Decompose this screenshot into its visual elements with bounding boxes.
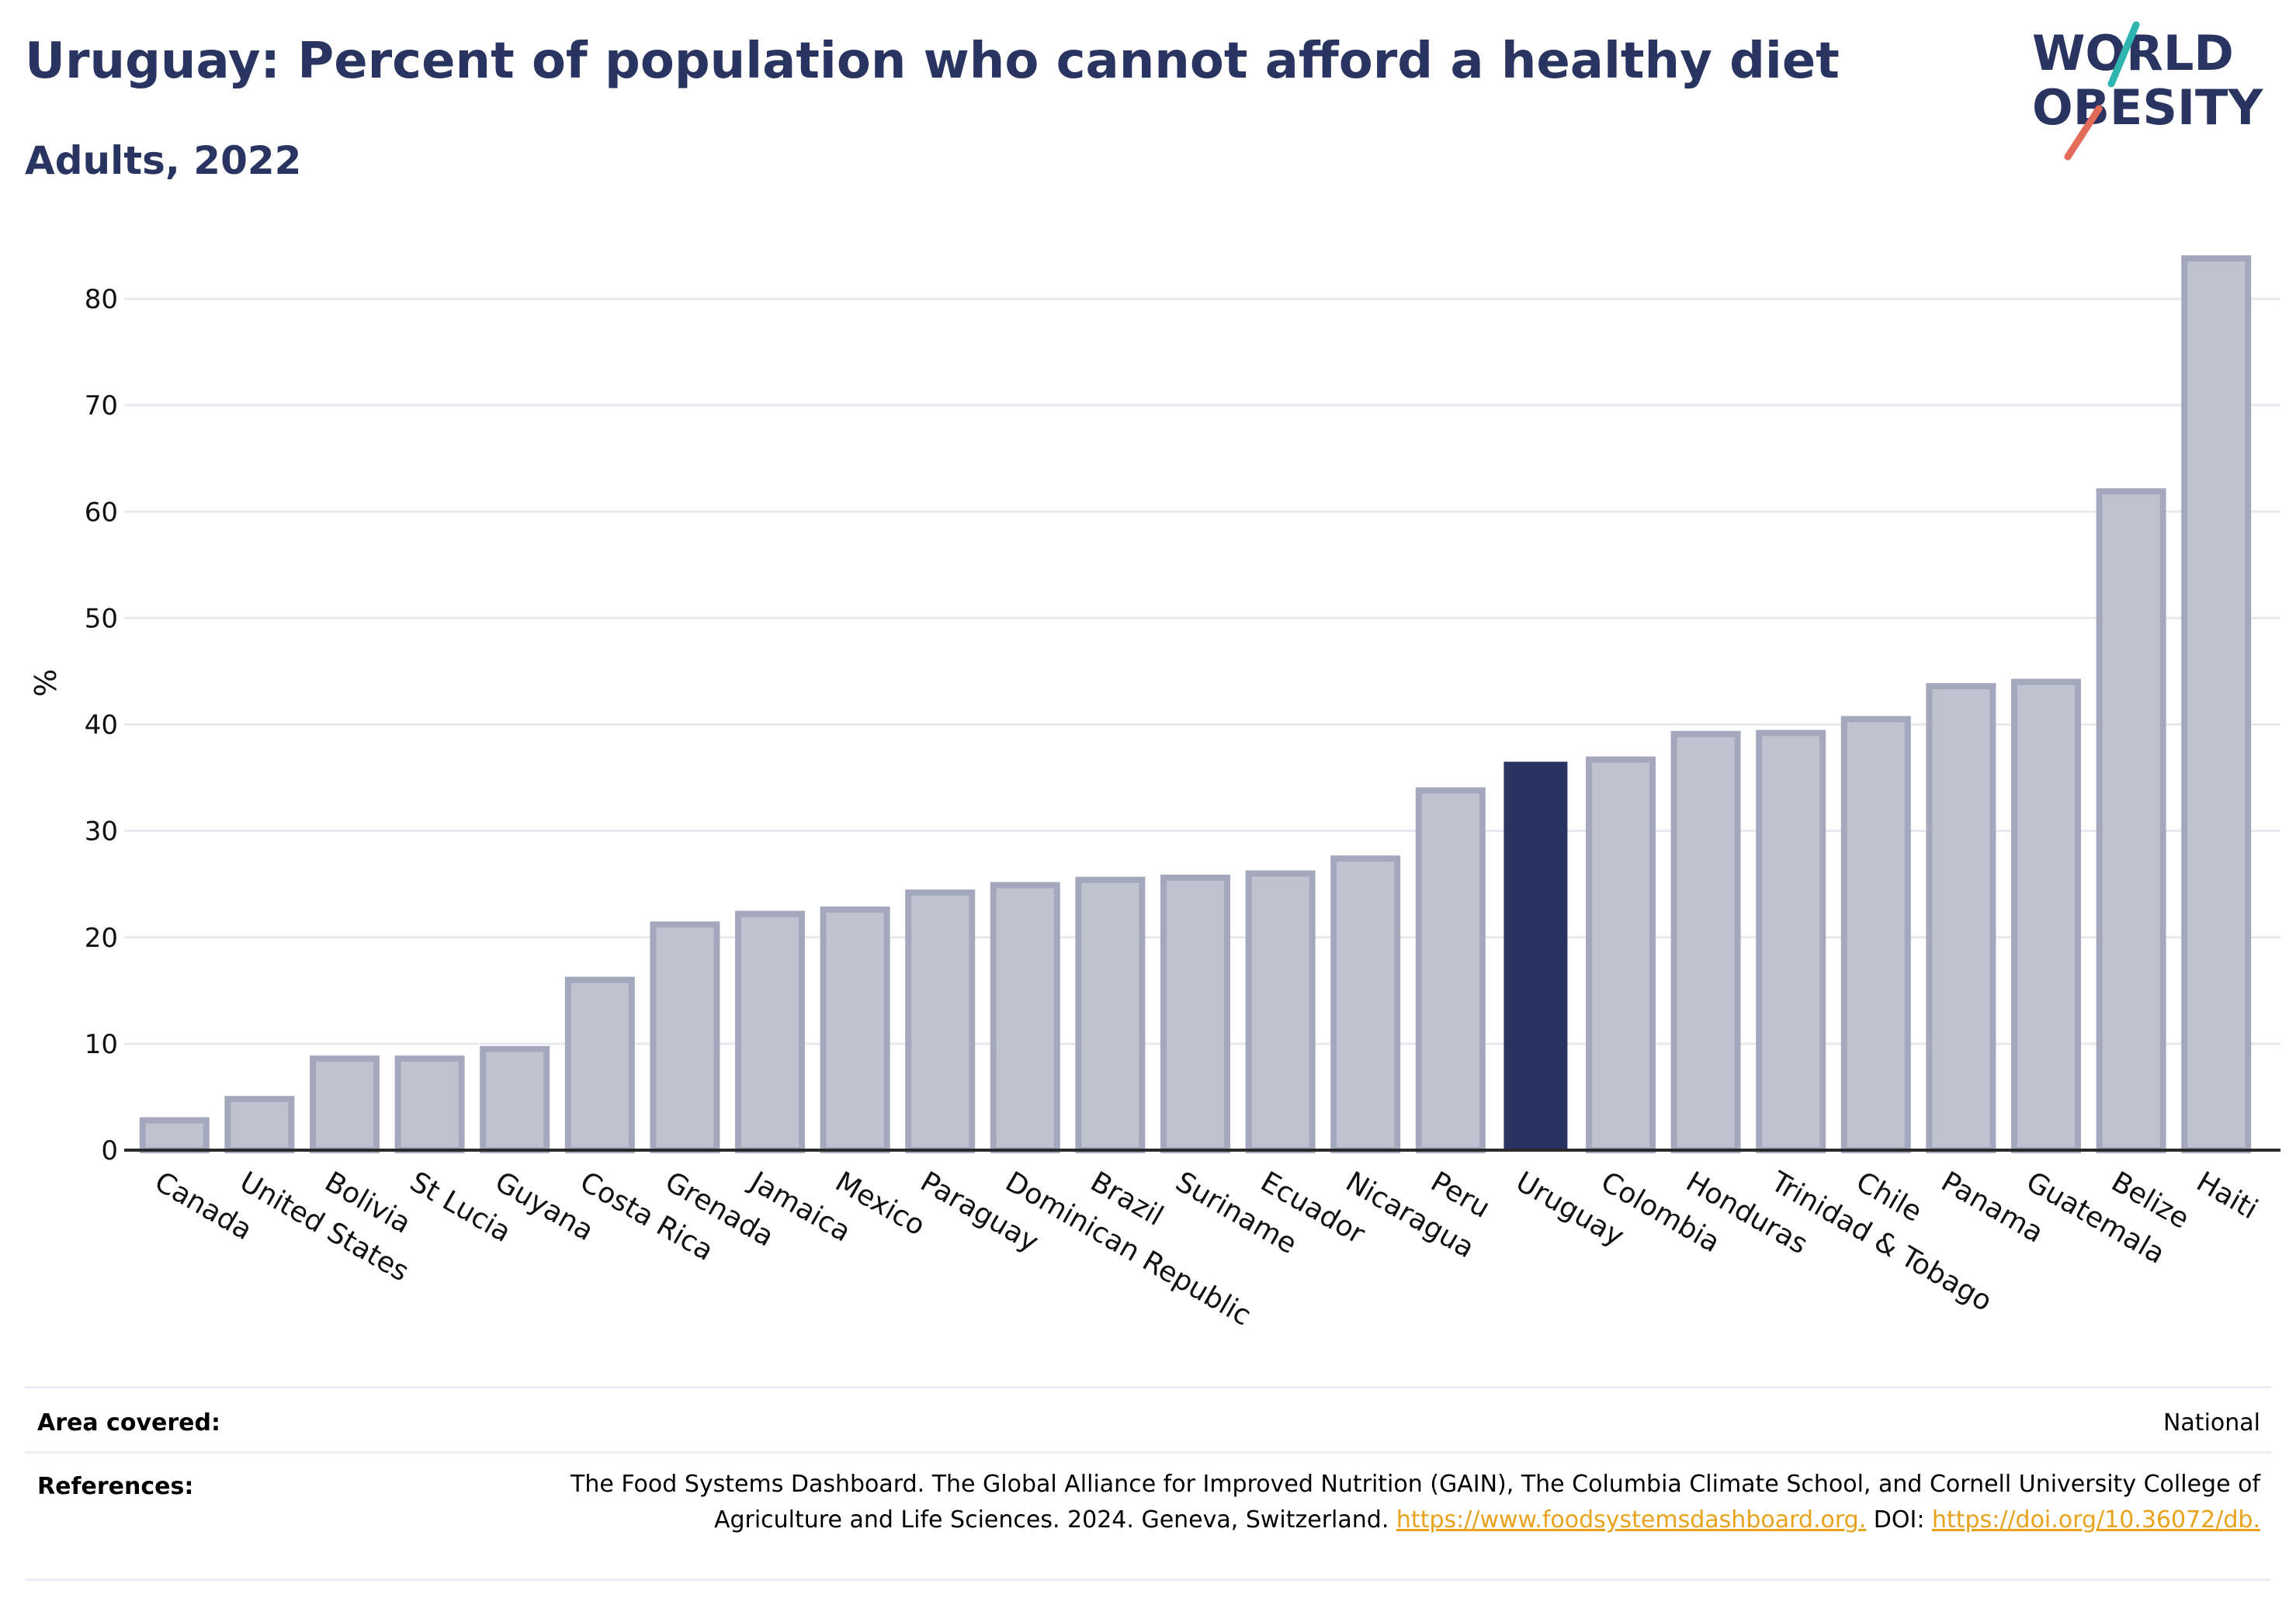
bar-costa-rica[interactable] xyxy=(564,976,635,1153)
x-tick-label: Haiti xyxy=(2191,1166,2263,1225)
y-tick-label: 70 xyxy=(85,390,118,421)
footer-divider-top xyxy=(25,1386,2271,1388)
gridlines xyxy=(124,297,2280,1045)
y-tick-label: 10 xyxy=(85,1029,118,1060)
bar-grenada[interactable] xyxy=(650,921,720,1154)
bar-peru[interactable] xyxy=(1415,787,1486,1154)
bar-paraguay[interactable] xyxy=(905,889,976,1153)
y-tick-label: 30 xyxy=(85,816,118,847)
bar-nicaragua[interactable] xyxy=(1330,855,1401,1153)
footer-divider-mid xyxy=(25,1451,2271,1454)
chart-title: Uruguay: Percent of population who canno… xyxy=(25,33,1840,90)
y-tick-label: 50 xyxy=(85,603,118,634)
area-covered-label: Area covered: xyxy=(37,1409,220,1437)
bar-guatemala[interactable] xyxy=(2011,678,2081,1153)
bar-honduras[interactable] xyxy=(1670,730,1741,1153)
world-obesity-logo: WORLD OBESITY xyxy=(2032,21,2263,161)
doi-link[interactable]: https://doi.org/10.36072/db. xyxy=(1932,1506,2260,1534)
bar-guyana[interactable] xyxy=(480,1045,550,1153)
references-label: References: xyxy=(37,1473,194,1500)
bar-st-lucia[interactable] xyxy=(394,1055,465,1154)
bar-canada[interactable] xyxy=(139,1117,210,1153)
bar-bolivia[interactable] xyxy=(310,1055,380,1154)
y-tick-label: 80 xyxy=(85,284,118,315)
y-tick-label: 60 xyxy=(85,497,118,528)
dashboard-link[interactable]: https://www.foodsystemsdashboard.org. xyxy=(1396,1506,1867,1534)
bar-brazil[interactable] xyxy=(1075,876,1146,1153)
y-tick-label: 40 xyxy=(85,710,118,741)
y-axis-label: % xyxy=(29,669,63,697)
area-covered-value: National xyxy=(2162,1409,2260,1437)
doi-label: DOI: xyxy=(1873,1506,1925,1534)
bars xyxy=(139,255,2252,1154)
bar-belize[interactable] xyxy=(2096,488,2166,1153)
bar-ecuador[interactable] xyxy=(1245,870,1316,1153)
chart-subtitle: Adults, 2022 xyxy=(25,138,302,183)
y-tick-label: 20 xyxy=(85,923,118,954)
bar-panama[interactable] xyxy=(1926,683,1996,1153)
footer-divider-bottom xyxy=(25,1579,2271,1581)
bar-united-states[interactable] xyxy=(224,1096,295,1154)
x-tick-label: Canada xyxy=(149,1166,257,1246)
references-body: The Food Systems Dashboard. The Global A… xyxy=(571,1471,2260,1534)
svg-text:OBESITY: OBESITY xyxy=(2032,79,2263,136)
y-tick-label: 0 xyxy=(101,1135,118,1166)
bar-colombia[interactable] xyxy=(1586,756,1656,1153)
bar-haiti[interactable] xyxy=(2181,255,2252,1154)
references-text: The Food Systems Dashboard. The Global A… xyxy=(553,1467,2260,1538)
bar-uruguay[interactable] xyxy=(1503,761,1568,1150)
bar-mexico[interactable] xyxy=(820,906,890,1154)
bar-chile[interactable] xyxy=(1840,716,1911,1153)
bar-trinidad-tobago[interactable] xyxy=(1756,730,1826,1153)
bar-dominican-republic[interactable] xyxy=(990,882,1060,1153)
bar-jamaica[interactable] xyxy=(735,910,805,1154)
bar-suriname[interactable] xyxy=(1160,874,1230,1153)
